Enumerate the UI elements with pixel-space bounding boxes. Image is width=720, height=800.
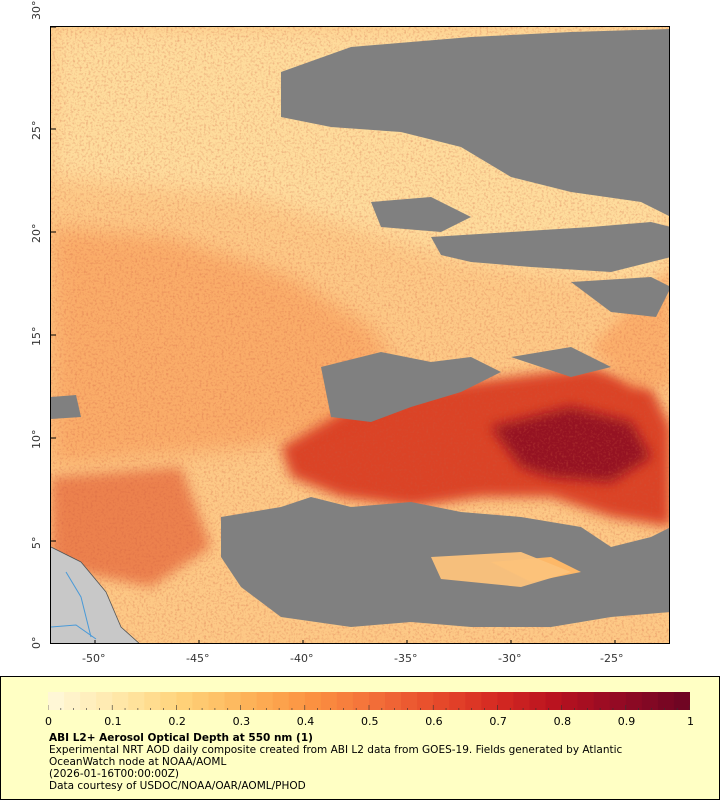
aod-map-image <box>51 27 669 643</box>
y-tick-label: 5° <box>30 536 43 550</box>
colorbar-segment <box>561 692 579 710</box>
colorbar-segment <box>673 692 690 710</box>
colorbar-tick-label: 0.8 <box>553 715 572 728</box>
colorbar-segment <box>80 692 97 710</box>
x-tick-label: -35° <box>394 652 418 665</box>
legend-title: ABI L2+ Aerosol Optical Depth at 550 nm … <box>49 732 313 744</box>
colorbar-segment <box>641 692 659 710</box>
colorbar-segment <box>577 692 595 710</box>
colorbar-tick-label: 0.5 <box>361 715 379 728</box>
colorbar-segment <box>401 692 418 710</box>
colorbar-segment <box>160 692 177 710</box>
aod-map <box>50 26 670 644</box>
legend-panel: 0 0.1 0.2 0.3 0.4 0.5 0.6 0.7 0.8 0.9 1 ABI L2+ Ae… <box>0 676 720 800</box>
colorbar <box>48 692 690 710</box>
colorbar-tick-label: 0.9 <box>617 715 636 728</box>
x-tick-label: -25° <box>600 652 624 665</box>
colorbar-tick-label: 0.1 <box>104 715 122 728</box>
colorbar-segment <box>545 692 563 710</box>
colorbar-segment <box>240 692 258 710</box>
y-tick-label: 15° <box>30 326 43 347</box>
colorbar-segment <box>320 692 338 710</box>
colorbar-tick-label: 0.2 <box>168 715 186 728</box>
x-tick-label: -50° <box>82 652 106 665</box>
colorbar-segment <box>609 692 627 710</box>
colorbar-segment <box>625 692 643 710</box>
colorbar-segment <box>449 692 466 710</box>
colorbar-segment <box>336 692 354 710</box>
no-data-mask <box>51 29 669 627</box>
x-tick-label: -45° <box>186 652 210 665</box>
river-line <box>65 571 92 638</box>
colorbar-segment <box>352 692 370 710</box>
colorbar-segment <box>144 692 161 710</box>
colorbar-tick-label: 0.6 <box>425 715 443 728</box>
colorbar-segment <box>256 692 274 710</box>
colorbar-tick-label: 0.7 <box>489 715 507 728</box>
colorbar-segment <box>593 692 611 710</box>
colorbar-segment <box>304 692 322 710</box>
colorbar-segment <box>192 692 209 710</box>
colorbar-tick-label: 0.4 <box>296 715 315 728</box>
colorbar-segment <box>64 692 81 710</box>
x-tick-label: -30° <box>498 652 522 665</box>
colorbar-segment <box>369 692 386 710</box>
colorbar-segment <box>513 692 530 710</box>
colorbar-segment <box>128 692 145 710</box>
colorbar-segment <box>288 692 306 710</box>
colorbar-segment <box>48 692 65 710</box>
legend-description-line: Experimental NRT AOD daily composite cre… <box>49 744 623 756</box>
y-tick-label: 10° <box>30 429 43 450</box>
colorbar-tick-label: 0 <box>45 715 52 728</box>
y-tick-label: 30° <box>30 0 43 21</box>
colorbar-segment <box>657 692 675 710</box>
colorbar-segment <box>272 692 290 710</box>
land-south-america <box>51 547 139 643</box>
colorbar-segment <box>385 692 402 710</box>
legend-text: ABI L2+ Aerosol Optical Depth at 550 nm … <box>49 732 689 792</box>
colorbar-segment <box>224 692 242 710</box>
colorbar-segment <box>208 692 226 710</box>
colorbar-segment <box>433 692 450 710</box>
legend-date: (2026-01-16T00:00:00Z) <box>49 768 179 780</box>
colorbar-segment <box>481 692 498 710</box>
aod-south-patch <box>431 552 571 587</box>
colorbar-segment <box>417 692 434 710</box>
colorbar-segment <box>529 692 547 710</box>
legend-credit: Data courtesy of USDOC/NOAA/OAR/AOML/PHO… <box>49 780 306 792</box>
colorbar-segment <box>497 692 514 710</box>
y-tick-label: 25° <box>30 120 43 141</box>
x-tick-label: -40° <box>290 652 314 665</box>
map-tick-marks <box>51 27 616 643</box>
colorbar-tick-label: 1 <box>687 715 694 728</box>
colorbar-segment <box>176 692 193 710</box>
colorbar-tick-label: 0.3 <box>232 715 251 728</box>
legend-description-line: OceanWatch node at NOAA/AOML <box>49 756 227 768</box>
y-tick-label: 0° <box>30 636 43 650</box>
y-tick-label: 20° <box>30 223 43 244</box>
colorbar-segment <box>112 692 129 710</box>
colorbar-segment <box>96 692 113 710</box>
colorbar-segment <box>465 692 482 710</box>
